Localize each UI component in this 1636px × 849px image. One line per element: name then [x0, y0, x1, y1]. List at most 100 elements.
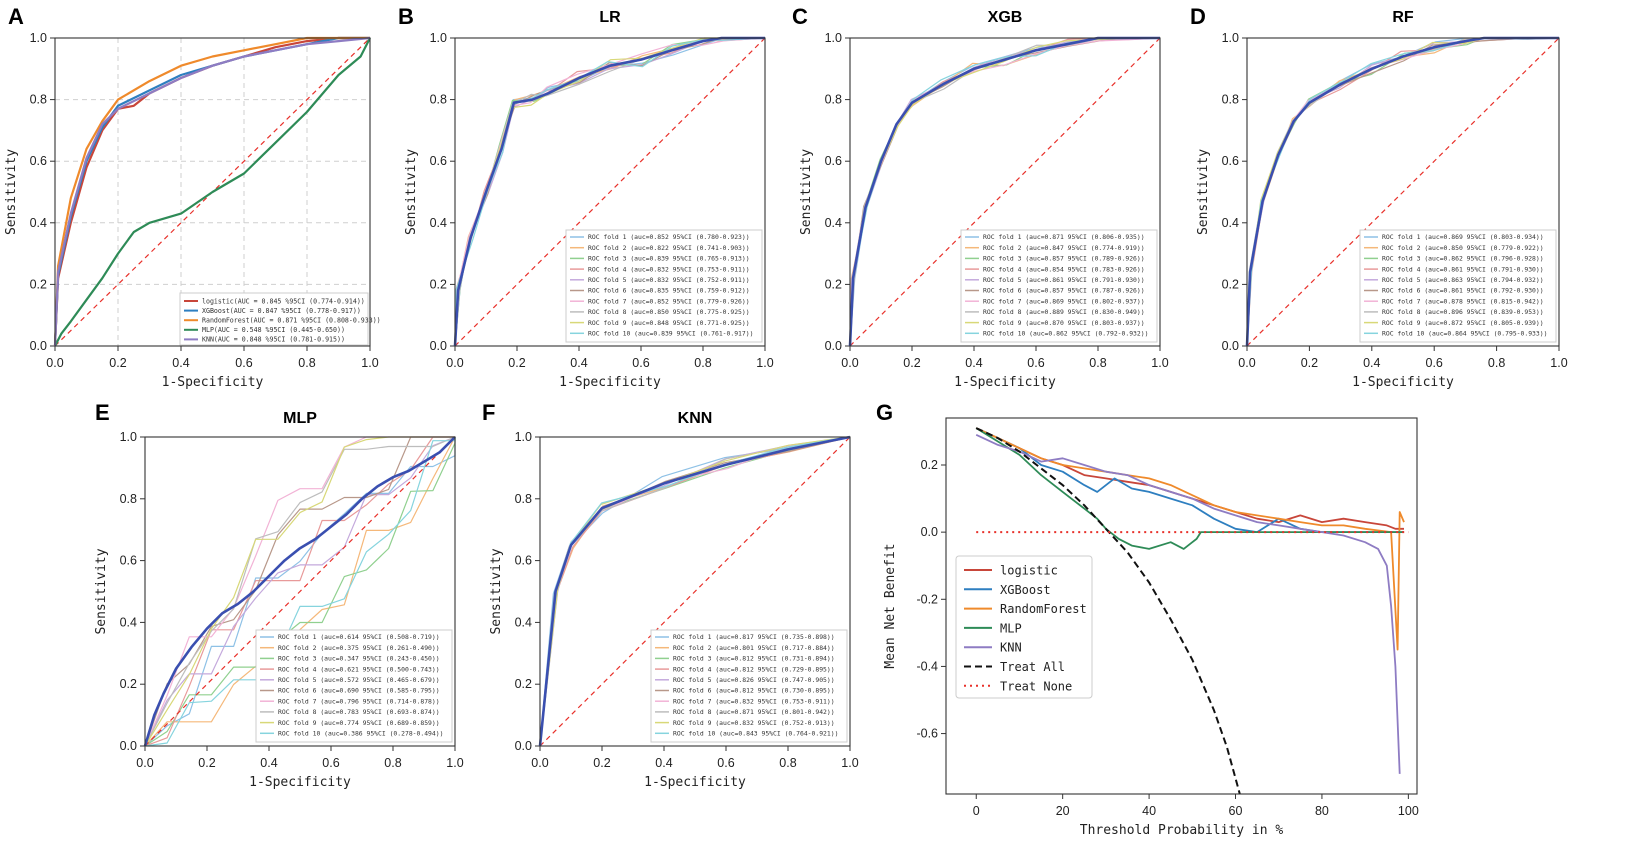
y-tick-label: 0.2: [515, 677, 532, 691]
x-tick-label: 0.0: [1238, 356, 1255, 370]
x-tick-label: 0.8: [384, 756, 401, 770]
y-tick-label: 1.0: [120, 430, 137, 444]
legend-label: ROC fold 1 (auc=0.852 95%CI (0.780-0.923…: [588, 233, 750, 241]
legend-label: ROC fold 4 (auc=0.861 95%CI (0.791-0.930…: [1382, 265, 1544, 273]
legend-label: ROC fold 3 (auc=0.857 95%CI (0.789-0.926…: [983, 255, 1145, 263]
legend-box: [1359, 229, 1557, 343]
chance-diagonal: [849, 37, 1161, 347]
dca-curve-randomforest: [975, 427, 1405, 651]
legend-label: ROC fold 6 (auc=0.835 95%CI (0.759-0.912…: [588, 287, 750, 295]
panel-a: 0.0 0.0 0.2 0.2 0.4 0.4 0.6 0.6 0.8 0.8 1.0 1.0 1-Sp…: [4, 31, 381, 390]
x-tick-label: 0.4: [1363, 356, 1380, 370]
legend-label: MLP: [1000, 621, 1022, 635]
panel-letter-d: D: [1190, 4, 1206, 29]
legend-label: MLP(AUC = 0.548 %95CI (0.445-0.650)): [202, 326, 345, 334]
legend-label: ROC fold 3 (auc=0.347 95%CI (0.243-0.450…: [278, 655, 440, 663]
x-tick-label: 0.4: [260, 756, 277, 770]
legend-label: ROC fold 10 (auc=0.864 95%CI (0.795-0.93…: [1382, 330, 1547, 338]
plot-frame: [1246, 37, 1560, 347]
y-tick-label: 0.8: [30, 93, 47, 107]
chart-title: KNN: [678, 410, 713, 427]
x-tick-label: 0: [973, 804, 980, 818]
y-tick-label: 1.0: [430, 31, 447, 45]
legend-label: ROC fold 1 (auc=0.817 95%CI (0.735-0.898…: [673, 633, 835, 641]
y-tick-label: 0.2: [430, 277, 447, 291]
legend-label: ROC fold 8 (auc=0.896 95%CI (0.839-0.953…: [1382, 308, 1544, 316]
legend-label: ROC fold 3 (auc=0.862 95%CI (0.796-0.928…: [1382, 255, 1544, 263]
dca-curve-treat-all: [975, 427, 1241, 794]
x-axis-label: 1-Specificity: [644, 775, 746, 790]
x-tick-label: 0.4: [172, 356, 189, 370]
y-tick-label: 0.2: [120, 677, 137, 691]
y-tick-label: 0.0: [515, 739, 532, 753]
fold-curve: [144, 437, 456, 747]
legend-label: Treat None: [1000, 679, 1072, 693]
x-tick-label: 0.2: [593, 756, 610, 770]
y-tick-label: 0.0: [30, 339, 47, 353]
x-tick-label: 0.2: [1301, 356, 1318, 370]
legend-label: ROC fold 7 (auc=0.869 95%CI (0.802-0.937…: [983, 297, 1145, 305]
x-tick-label: 100: [1398, 804, 1419, 818]
legend-label: ROC fold 4 (auc=0.621 95%CI (0.500-0.743…: [278, 665, 440, 673]
x-tick-label: 0.4: [655, 756, 672, 770]
y-tick-label: 0.6: [30, 154, 47, 168]
plot-frame: [849, 37, 1161, 347]
x-tick-label: 0.0: [841, 356, 858, 370]
y-axis-label: Mean Net Benefit: [883, 543, 898, 668]
x-tick-label: 0.8: [298, 356, 315, 370]
legend-label: ROC fold 5 (auc=0.861 95%CI (0.791-0.930…: [983, 276, 1145, 284]
dca-curve-logistic: [975, 427, 1404, 530]
legend-label: ROC fold 10 (auc=0.862 95%CI (0.792-0.93…: [983, 330, 1148, 338]
panel-g: 0 20 40 60 80 100 0.2 0.0 -0.2 -0.4 -0.6 Threshold …: [883, 417, 1419, 838]
legend-label: ROC fold 1 (auc=0.614 95%CI (0.508-0.719…: [278, 633, 440, 641]
y-tick-label: 1.0: [30, 31, 47, 45]
legend-label: ROC fold 4 (auc=0.812 95%CI (0.729-0.895…: [673, 665, 835, 673]
y-axis-label: Sensitivity: [94, 548, 109, 634]
legend-label: ROC fold 3 (auc=0.839 95%CI (0.765-0.913…: [588, 255, 750, 263]
legend-box: [255, 629, 453, 743]
fold-curve: [144, 437, 456, 747]
chance-diagonal: [539, 436, 851, 747]
legend-label: ROC fold 5 (auc=0.863 95%CI (0.794-0.932…: [1382, 276, 1544, 284]
x-tick-label: 0.6: [322, 756, 339, 770]
y-tick-label: 0.8: [1222, 93, 1239, 107]
legend-box: [650, 629, 848, 743]
chance-diagonal: [1246, 37, 1560, 347]
legend-label: ROC fold 10 (auc=0.839 95%CI (0.761-0.91…: [588, 330, 753, 338]
panel-letter-f: F: [482, 400, 495, 425]
x-tick-label: 0.0: [46, 356, 63, 370]
roc-curve-knn: [53, 36, 371, 347]
x-tick-label: 1.0: [1151, 356, 1168, 370]
legend-label: XGBoost: [1000, 583, 1051, 597]
mean-roc-curve: [538, 435, 851, 747]
y-tick-label: 0.0: [825, 339, 842, 353]
legend-label: ROC fold 8 (auc=0.783 95%CI (0.693-0.874…: [278, 708, 440, 716]
x-tick-label: 0.2: [508, 356, 525, 370]
plot-frame: [144, 436, 456, 747]
y-axis-label: Sensitivity: [404, 149, 419, 235]
chance-diagonal: [454, 37, 766, 347]
y-tick-label: 0.4: [515, 615, 532, 629]
legend-label: RandomForest(AUC = 0.871 %95CI (0.808-0.…: [202, 317, 381, 325]
legend-label: ROC fold 10 (auc=0.843 95%CI (0.764-0.92…: [673, 730, 838, 738]
x-tick-label: 0.6: [717, 756, 734, 770]
legend-label: ROC fold 2 (auc=0.375 95%CI (0.261-0.490…: [278, 644, 440, 652]
dca-curve-xgboost: [975, 427, 1404, 533]
chart-title: RF: [1392, 9, 1414, 26]
legend-label: ROC fold 6 (auc=0.812 95%CI (0.730-0.895…: [673, 687, 835, 695]
legend-label: ROC fold 9 (auc=0.872 95%CI (0.805-0.939…: [1382, 319, 1544, 327]
panel-e: 0.0 0.0 0.2 0.2 0.4 0.4 0.6 0.6 0.8 0.8 1.0 1.0 1-Sp…: [94, 410, 464, 790]
y-tick-label: 0.6: [1222, 154, 1239, 168]
x-axis-label: 1-Specificity: [954, 375, 1056, 390]
legend-box: [960, 229, 1158, 343]
y-tick-label: 0.4: [825, 216, 842, 230]
x-tick-label: 0.6: [235, 356, 252, 370]
y-tick-label: 0.4: [430, 216, 447, 230]
y-tick-label: 0.4: [30, 216, 47, 230]
fold-curve: [144, 436, 456, 747]
legend-label: ROC fold 10 (auc=0.386 95%CI (0.278-0.49…: [278, 730, 443, 738]
x-tick-label: 1.0: [361, 356, 378, 370]
x-tick-label: 1.0: [756, 356, 773, 370]
panel-d: 0.0 0.0 0.2 0.2 0.4 0.4 0.6 0.6 0.8 0.8 1.0 1.0 1-Sp…: [1196, 9, 1568, 390]
